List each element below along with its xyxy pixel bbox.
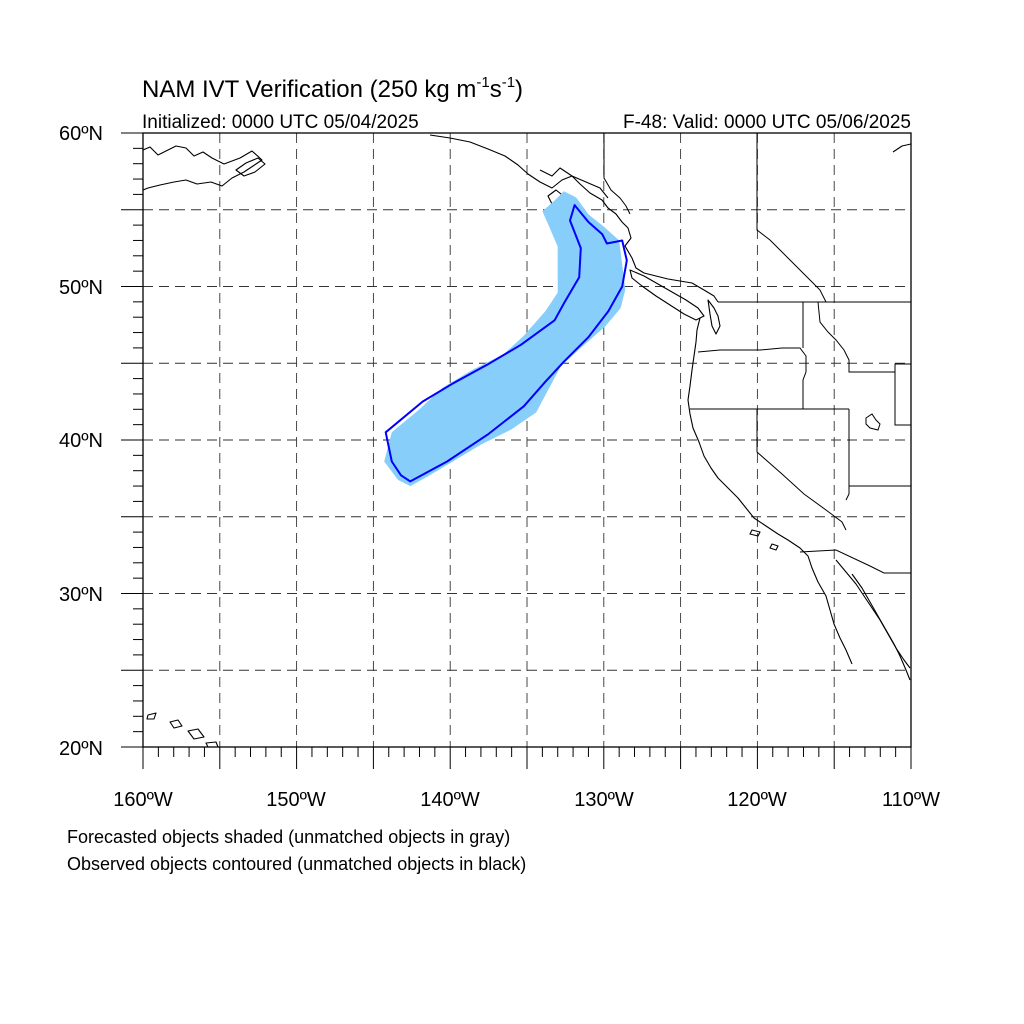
alaska-canada-border	[603, 133, 631, 215]
forecasted-ivt-object	[384, 191, 626, 487]
lon-label-120w: 120ºW	[727, 789, 787, 811]
observed-legend-note: Observed objects contoured (unmatched ob…	[67, 854, 526, 874]
latitude-labels: 60ºN 50ºN 40ºN 30ºN 20ºN	[59, 123, 103, 760]
us-mexico-border	[799, 549, 911, 574]
longitude-labels: 160ºW 150ºW 140ºW 130ºW 120ºW 110ºW	[113, 789, 940, 811]
channel-islands	[749, 529, 779, 551]
coastlines	[142, 134, 912, 748]
southeast-alaska-coast	[539, 167, 719, 303]
alaska-coastline	[142, 145, 263, 191]
lon-label-150w: 150ºW	[266, 789, 326, 811]
oregon-north-border	[697, 347, 807, 372]
lon-label-140w: 140ºW	[420, 789, 480, 811]
mainland-mexico-coast	[851, 573, 911, 681]
canadian-province-border	[756, 133, 827, 303]
puget-sound	[707, 299, 721, 335]
lon-label-160w: 160ºW	[113, 789, 173, 811]
wyoming-border	[894, 364, 911, 426]
forecast-legend-note: Forecasted objects shaded (unmatched obj…	[67, 827, 510, 847]
lat-label-60n: 60ºN	[59, 123, 103, 145]
alaska-gulf-coast	[429, 134, 609, 199]
hawaii-islands	[146, 712, 219, 748]
map-frame	[142, 132, 912, 748]
lat-label-50n: 50ºN	[59, 277, 103, 299]
lon-label-130w: 130ºW	[574, 789, 634, 811]
figure-title: NAM IVT Verification (250 kg m-1s-1)	[142, 74, 523, 103]
lat-label-20n: 20ºN	[59, 738, 103, 760]
axis-ticks	[121, 132, 912, 769]
lon-label-110w: 110ºW	[882, 789, 940, 811]
us-west-coastline	[687, 317, 853, 665]
observed-ivt-contour	[384, 204, 628, 483]
political-boundaries	[603, 133, 911, 574]
hudson-coast	[892, 143, 912, 153]
oregon-idaho-border	[802, 371, 807, 409]
lat-label-30n: 30ºN	[59, 584, 103, 606]
map-panel	[121, 132, 912, 769]
nevada-california-border	[756, 409, 847, 531]
valid-time-label: F-48: Valid: 0000 UTC 05/06/2025	[623, 112, 911, 133]
kodiak-island	[235, 157, 266, 177]
initialized-label: Initialized: 0000 UTC 05/04/2025	[142, 112, 419, 133]
nevada-utah-border	[845, 409, 850, 501]
great-salt-lake	[865, 413, 881, 431]
lat-label-40n: 40ºN	[59, 430, 103, 452]
baja-gulf-coast	[835, 559, 911, 669]
